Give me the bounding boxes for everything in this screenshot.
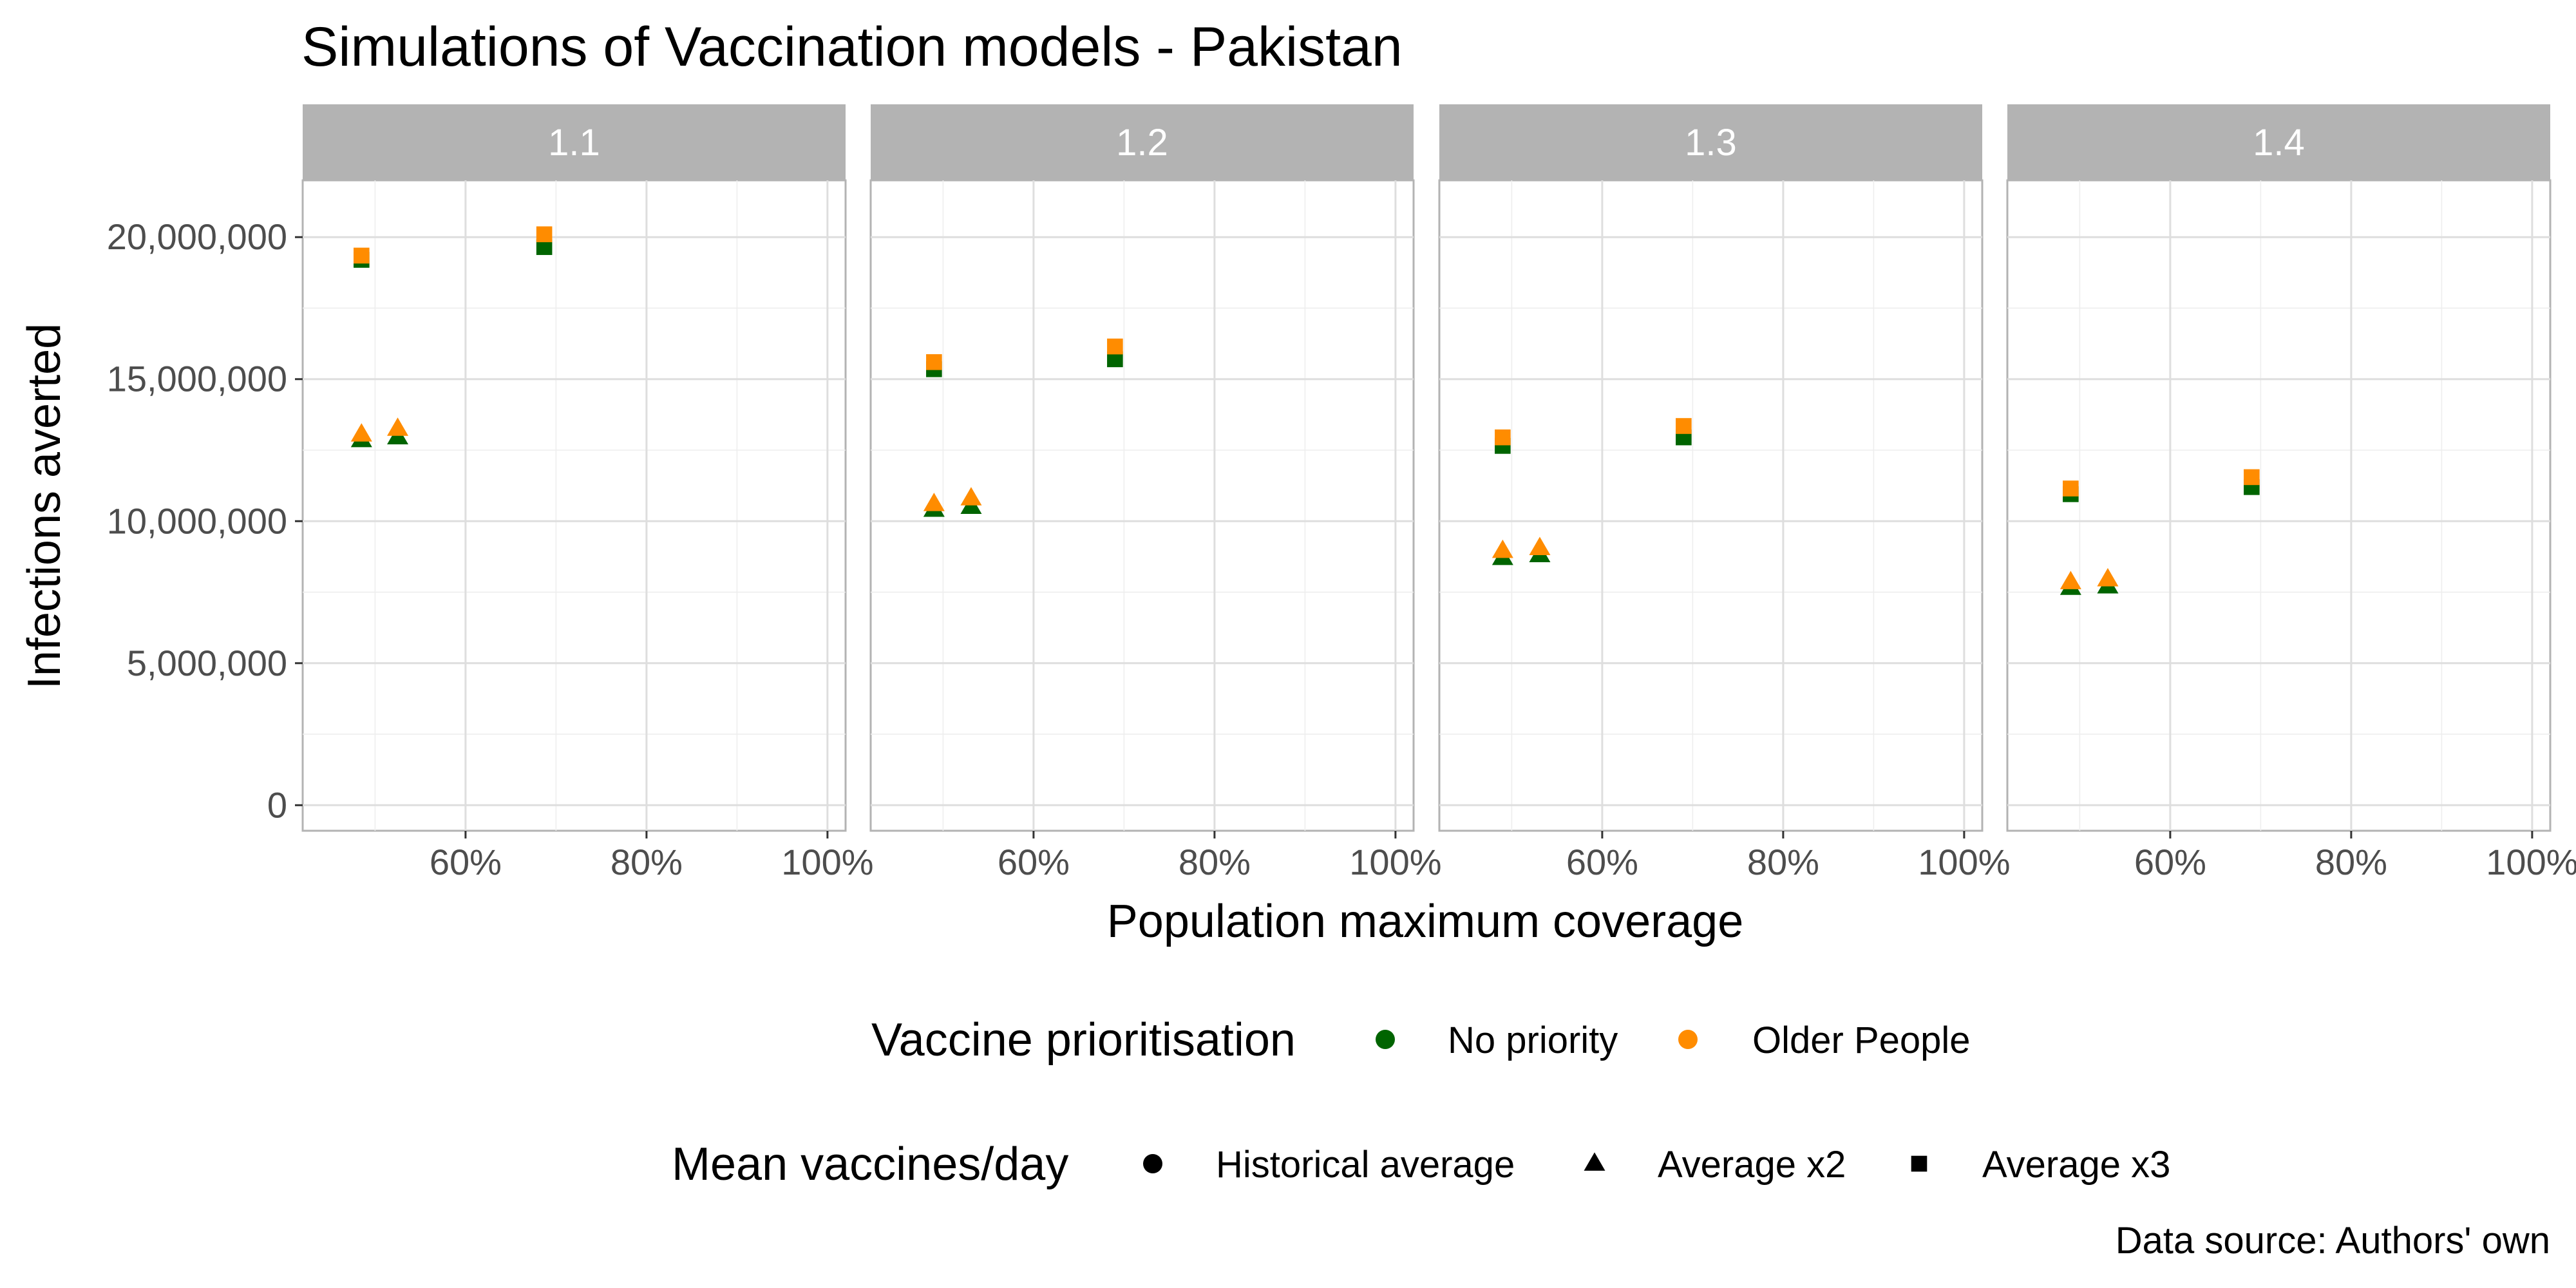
panels: 1.160% 80% 100%1.260% 80% 100%1.360% 80% 100%1… <box>301 104 2576 882</box>
data-point-1-4-older-people-average-x2-3 <box>2097 568 2119 587</box>
data-point-1-3-older-people-average-x3-5 <box>1495 429 1511 446</box>
panel-background <box>301 179 847 832</box>
chart-caption: Data source: Authors' own <box>2116 1220 2550 1262</box>
panel-strip-label: 1.2 <box>1116 122 1168 164</box>
legend-label-average-x3: Average x3 <box>1982 1144 2170 1186</box>
legend-key-no-priority <box>1376 1030 1395 1049</box>
x-tick-label: 100% <box>781 842 873 882</box>
panel-1-3: 1.3 60% 80% 100% <box>1438 104 2011 882</box>
legend-key-average-x3 <box>1911 1155 1927 1172</box>
panel-background <box>869 179 1415 832</box>
data-point-1-1-older-people-average-x2-3 <box>387 417 409 436</box>
x-tick-label: 100% <box>1918 842 2010 882</box>
x-tick-label: 80% <box>1179 842 1251 882</box>
y-tick-label: 5,000,000 <box>127 643 287 683</box>
legend-title: Mean vaccines/day <box>672 1139 1068 1190</box>
legend-title: Vaccine prioritisation <box>871 1014 1296 1066</box>
y-tick-label: 0 <box>267 784 287 825</box>
panel-strip <box>1439 104 1982 180</box>
data-point-1-4-older-people-average-x3-5 <box>2063 480 2079 497</box>
legend-label-average-x2: Average x2 <box>1658 1144 1846 1186</box>
y-tick-label: 15,000,000 <box>107 359 287 399</box>
panel-1-1: 1.1 60% 80% 100% <box>301 104 874 882</box>
panel-strip-label: 1.3 <box>1685 122 1737 164</box>
x-tick-label: 100% <box>2486 842 2576 882</box>
panel-1-2: 1.2 60% 80% 100% <box>869 104 1442 882</box>
x-tick-label: 80% <box>2315 842 2387 882</box>
panel-background <box>2006 179 2552 832</box>
legend-key-average-x2 <box>1584 1152 1605 1171</box>
panel-strip <box>303 104 846 180</box>
legend-mean-vaccines-per-day: Mean vaccines/day Historical average Avera… <box>672 1139 2170 1190</box>
legend-key-historical-average <box>1143 1154 1162 1173</box>
x-axis-title: Population maximum coverage <box>1107 896 1744 947</box>
x-tick-label: 60% <box>430 842 502 882</box>
y-tick-label: 20,000,000 <box>107 216 287 257</box>
x-tick-label: 60% <box>1566 842 1638 882</box>
data-point-1-1-older-people-average-x2-1 <box>350 423 372 442</box>
legend-label-historical-average: Historical average <box>1216 1144 1515 1186</box>
panel-strip <box>2007 104 2550 180</box>
x-tick-label: 100% <box>1349 842 1441 882</box>
data-point-1-3-older-people-average-x2-3 <box>1529 536 1551 555</box>
panel-strip-label: 1.4 <box>2253 122 2305 164</box>
x-tick-label: 80% <box>1747 842 1819 882</box>
legend-label-older-people: Older People <box>1752 1019 1971 1061</box>
data-point-1-4-older-people-average-x3-7 <box>2244 469 2260 486</box>
data-point-1-2-older-people-average-x3-5 <box>926 354 942 370</box>
data-point-1-3-older-people-average-x3-7 <box>1676 418 1692 434</box>
panel-background <box>1438 179 1984 832</box>
y-axis: 0 5,000,000 10,000,000 15,000,000 20,000,000 <box>107 216 303 825</box>
panel-strip <box>871 104 1414 180</box>
panel-strip-label: 1.1 <box>548 122 600 164</box>
x-tick-label: 80% <box>611 842 683 882</box>
x-tick-label: 60% <box>2134 842 2206 882</box>
data-point-1-1-older-people-average-x3-5 <box>354 247 370 264</box>
legend-vaccine-prioritisation: Vaccine prioritisation No priority Older P… <box>871 1014 1971 1066</box>
legend-label-no-priority: No priority <box>1448 1019 1618 1061</box>
data-point-1-4-older-people-average-x2-1 <box>2060 571 2081 589</box>
chart-title: Simulations of Vaccination models - Paki… <box>301 16 1403 78</box>
data-point-1-2-older-people-average-x2-1 <box>923 493 945 511</box>
y-tick-label: 10,000,000 <box>107 500 287 541</box>
data-point-1-2-older-people-average-x3-7 <box>1107 338 1123 355</box>
data-point-1-2-older-people-average-x2-3 <box>960 487 982 506</box>
data-point-1-1-older-people-average-x3-7 <box>536 226 553 243</box>
panel-1-4: 1.4 60% 80% 100% <box>2006 104 2576 882</box>
y-axis-title: Infections averted <box>19 323 70 689</box>
data-point-1-3-older-people-average-x2-1 <box>1492 539 1513 558</box>
x-tick-label: 60% <box>998 842 1070 882</box>
legend-key-older-people <box>1678 1030 1698 1049</box>
